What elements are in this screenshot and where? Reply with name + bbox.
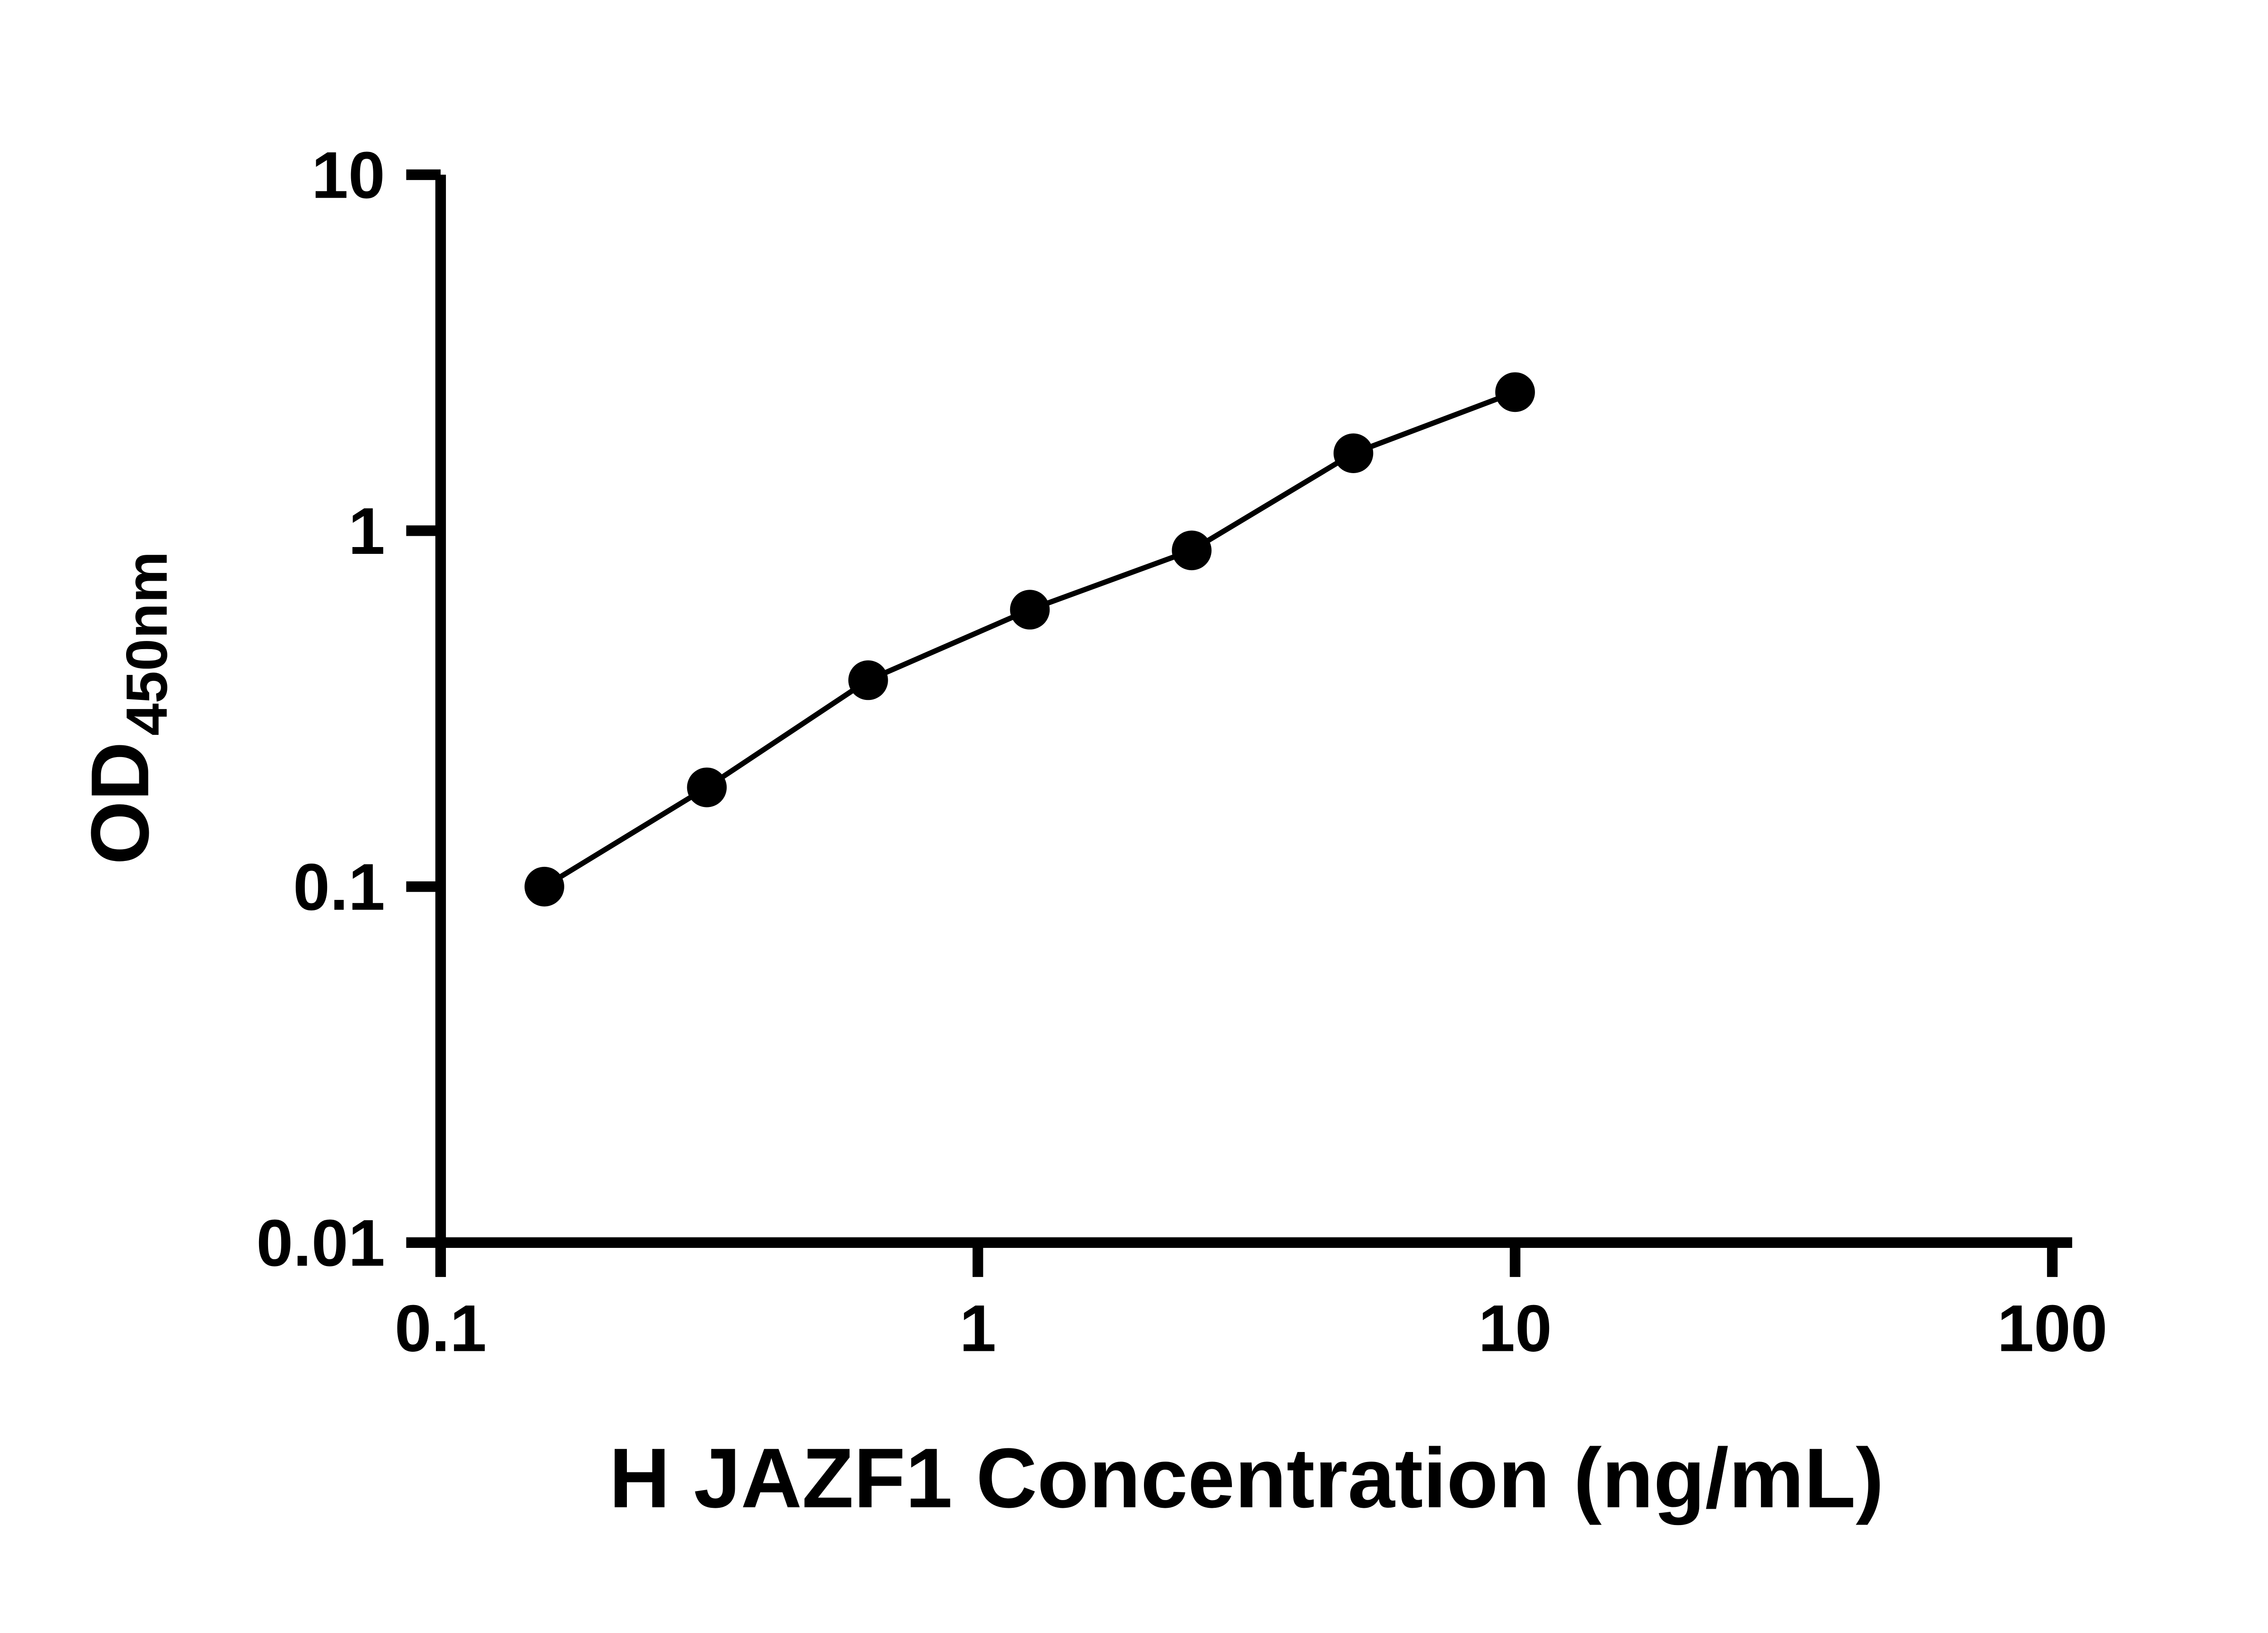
y-axis-title-main: OD — [74, 742, 166, 865]
y-tick-label: 1 — [348, 494, 385, 568]
y-tick-label: 0.1 — [293, 850, 385, 924]
data-point — [687, 768, 727, 807]
x-tick-label: 100 — [1997, 1291, 2107, 1365]
x-tick-label: 10 — [1478, 1291, 1552, 1365]
y-tick-label: 10 — [312, 138, 385, 212]
data-point — [1010, 590, 1050, 630]
data-point — [848, 660, 888, 700]
y-axis-title-subscript: 450nm — [115, 551, 180, 736]
y-axis-title: OD 450nm — [74, 551, 180, 865]
curve-line — [542, 389, 1518, 890]
data-point — [1172, 530, 1212, 571]
data-point — [1333, 433, 1374, 473]
x-axis-title: H JAZF1 Concentration (ng/mL) — [609, 1431, 1884, 1525]
data-point — [524, 866, 564, 907]
x-tick-label: 0.1 — [395, 1291, 487, 1365]
y-tick-label: 0.01 — [256, 1206, 385, 1280]
data-point — [1495, 372, 1535, 412]
axis-spine — [435, 175, 2072, 1248]
x-tick-label: 1 — [959, 1291, 996, 1365]
